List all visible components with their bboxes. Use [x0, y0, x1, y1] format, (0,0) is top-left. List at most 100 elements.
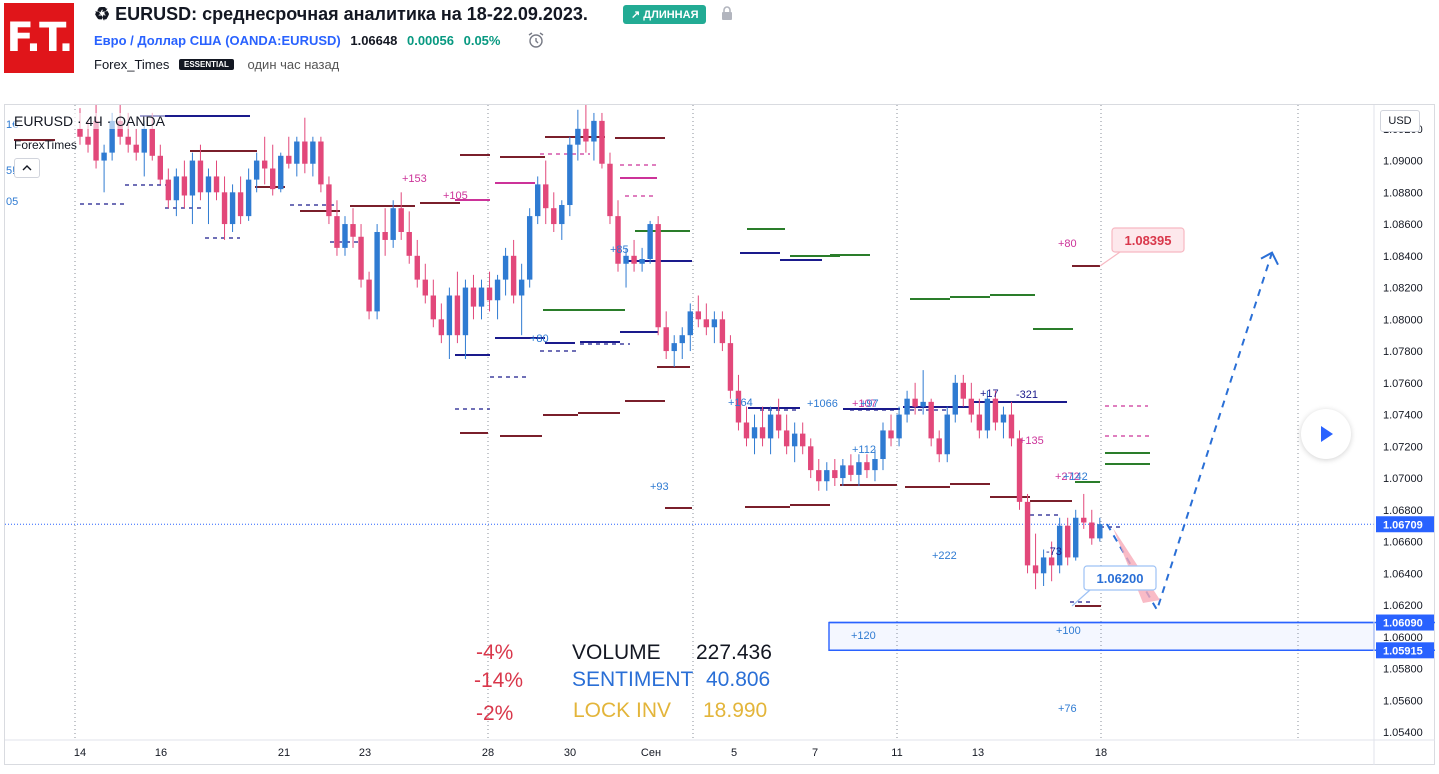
price-change-pct: 0.05% [463, 33, 501, 48]
y-tick-label: 1.08000 [1383, 314, 1423, 326]
candle-body [221, 192, 228, 225]
lock-icon [722, 6, 732, 20]
price-change: 0.00056 [406, 33, 454, 48]
candle-body [213, 176, 220, 193]
candle-body [591, 120, 597, 142]
posted-time: один час назад [247, 57, 340, 72]
symbol-ticker-link[interactable]: (OANDA:EURUSD) [225, 33, 341, 48]
candle-body [559, 205, 565, 225]
price-callout-text: 1.08395 [1125, 233, 1172, 248]
price-axis-badge [1376, 614, 1434, 631]
level-label: +120 [851, 630, 876, 642]
candle-body [518, 279, 525, 296]
level-label: +1066 [807, 398, 838, 410]
candle-body [310, 141, 316, 164]
candle-body [141, 128, 147, 153]
candle-body [840, 465, 846, 479]
currency-button[interactable]: USD [1380, 110, 1420, 132]
x-tick-label: 30 [564, 747, 576, 759]
price-callout-box [1111, 227, 1185, 253]
candle-body [1089, 522, 1095, 539]
author-link[interactable]: Forex_Times [94, 57, 170, 72]
play-button[interactable] [1301, 409, 1351, 459]
price-axis-badge-text: 1.06709 [1383, 519, 1423, 531]
candle-body [880, 430, 886, 460]
price-axis-badge [1376, 516, 1434, 533]
candle-body [261, 160, 268, 169]
candle-body [125, 136, 131, 145]
candle-body [302, 141, 308, 164]
y-tick-label: 1.08600 [1383, 219, 1423, 231]
candle-body [149, 128, 155, 156]
level-label: +164 [728, 397, 753, 409]
candle-body [783, 430, 790, 447]
candle-body [526, 216, 533, 280]
candle-body [189, 160, 196, 196]
x-tick-label: Сен [641, 747, 661, 759]
candle-body [960, 382, 966, 399]
projection-path [1106, 252, 1273, 613]
candle-body [1040, 557, 1047, 574]
candle-body [671, 343, 677, 352]
level-label: +80 [1058, 238, 1077, 250]
level-label: +222 [932, 550, 957, 562]
candle-body [510, 255, 517, 296]
support-zone [828, 621, 1375, 652]
candle-body [462, 287, 469, 336]
candle-body [229, 192, 236, 225]
candle-body [695, 311, 702, 320]
candle-body [181, 176, 188, 196]
chart-frame [4, 104, 1435, 765]
x-tick-label: 18 [1095, 747, 1107, 759]
candle-body [751, 427, 758, 439]
last-price: 1.06648 [350, 33, 398, 48]
candle-body [366, 279, 372, 312]
candle-body [205, 176, 212, 193]
lock-inv-value: 18.990 [703, 699, 768, 722]
price-axis-badge-text: 1.05915 [1383, 645, 1423, 657]
x-tick-label: 16 [155, 747, 167, 759]
candle-body [334, 216, 340, 248]
symbol-name-link[interactable]: Евро / Доллар США [94, 33, 222, 48]
sentiment-label: SENTIMENT [572, 668, 694, 691]
candle-body [270, 168, 276, 190]
candle-body [631, 255, 637, 264]
candle-body [358, 236, 364, 280]
candle-body [719, 319, 726, 344]
candle-body [816, 470, 822, 482]
candle-body [1008, 414, 1015, 439]
level-label: +153 [402, 173, 427, 185]
x-tick-label: 5 [731, 747, 737, 759]
candle-body [928, 401, 934, 439]
candle-body [800, 433, 806, 447]
candle-body [350, 224, 356, 237]
idea-title: ♻ EURUSD: среднесрочная аналитика на 18-… [94, 4, 588, 24]
candle-body [856, 462, 862, 475]
x-tick-label: 11 [891, 747, 902, 759]
candle-body [1016, 438, 1023, 502]
candle-body [438, 319, 445, 336]
y-tick-label: 1.06200 [1383, 600, 1423, 612]
level-label: +93 [650, 481, 669, 493]
collapse-legend-button[interactable] [14, 158, 40, 178]
candle-body [888, 430, 894, 439]
candle-body [390, 208, 396, 240]
candle-body [848, 465, 854, 475]
price-axis-badge-text: 1.06090 [1383, 618, 1423, 630]
candle-body [253, 160, 260, 180]
level-label: +272 [1055, 471, 1080, 483]
candle-body [623, 255, 629, 264]
author-row: Forex_Times ESSENTIAL один час назад [94, 57, 339, 72]
logo: F.T. [4, 3, 74, 73]
level-label: +142 [1063, 471, 1088, 483]
candle-body [101, 152, 107, 161]
candle-body [85, 136, 91, 145]
candle-body [398, 208, 404, 232]
candle-body [639, 258, 645, 264]
candle-body [992, 398, 999, 423]
candle-body [791, 433, 798, 447]
alarm-clock-icon[interactable] [527, 31, 545, 49]
candle-body [920, 401, 926, 407]
candle-body [430, 295, 437, 320]
